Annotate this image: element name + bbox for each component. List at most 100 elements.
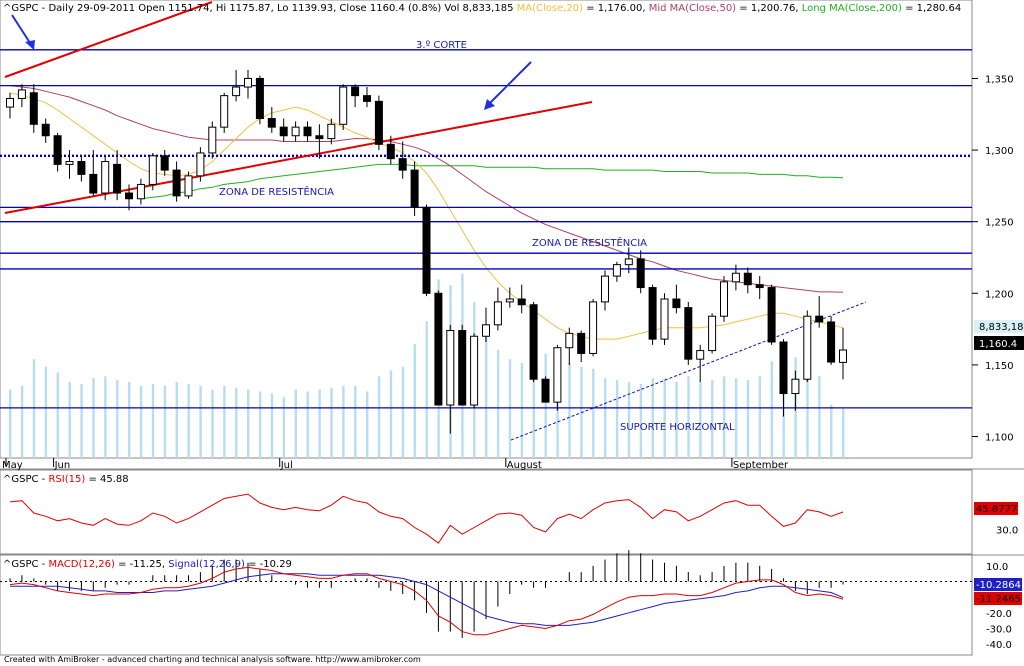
candle — [660, 293, 669, 345]
candle — [303, 121, 312, 142]
volume-value-box — [974, 320, 1024, 333]
candle — [505, 287, 514, 308]
candle — [434, 290, 443, 406]
candle — [767, 284, 776, 345]
volume-bar — [746, 380, 750, 458]
chart-header: ^GSPC - Daily 29-09-2011 Open 1151.74, H… — [3, 3, 961, 14]
volume-bar — [806, 363, 809, 458]
credit-text: Created with AmiBroker - advanced charti… — [4, 655, 421, 664]
candle — [470, 333, 479, 408]
volume-bar — [139, 385, 143, 458]
volume-bar — [485, 328, 488, 458]
signal-label: Signal(12,26,9) — [168, 559, 245, 570]
macd-last-box — [974, 592, 1022, 605]
volume-bar — [330, 387, 333, 458]
rsi-path — [9, 493, 844, 544]
volume-bar — [520, 363, 524, 458]
candle — [839, 327, 847, 380]
macd-lines — [0, 550, 972, 638]
header-ma50-value: = 1,200.76, — [739, 3, 798, 14]
volume-bar — [842, 408, 845, 458]
volume-bar — [20, 385, 24, 458]
volume-bar — [711, 380, 714, 458]
volume-bar — [270, 393, 274, 458]
annotation-support: SUPORTE HORIZONTAL — [620, 422, 735, 433]
rsi-pane-frame — [0, 469, 973, 555]
candle — [279, 118, 288, 142]
candle — [232, 69, 241, 102]
signal-path — [10, 573, 844, 626]
volume-bar — [592, 368, 595, 458]
header-ma200-label: MA(Close,200) — [829, 3, 902, 14]
volume-bar — [627, 382, 631, 458]
candle — [648, 284, 657, 345]
volume-bar — [92, 378, 95, 458]
volume-value-label: 8,833,185 — [979, 322, 1024, 333]
volume-bar — [258, 391, 262, 458]
candle — [612, 261, 621, 282]
candle — [517, 284, 526, 314]
candle — [6, 92, 14, 119]
price-tick-label: 1,150 — [985, 361, 1014, 372]
candle — [89, 150, 98, 196]
volume-bar — [199, 385, 202, 458]
candle — [17, 84, 26, 108]
candle — [482, 307, 490, 342]
candle — [577, 330, 586, 363]
candle — [743, 267, 752, 294]
volume-bar — [9, 389, 12, 458]
volume-bar — [223, 385, 226, 458]
candlesticks — [6, 69, 847, 434]
volume-bar — [508, 359, 512, 458]
header-ma200-value: = 1,280.64 — [905, 3, 961, 14]
macd-path — [9, 566, 844, 636]
candle — [29, 84, 38, 133]
signal-value: = -10.29 — [248, 559, 292, 570]
volume-bar — [366, 391, 369, 458]
candle — [815, 296, 824, 328]
rsi-line — [9, 493, 844, 544]
volume-bar — [235, 387, 238, 458]
volume-bar — [639, 383, 643, 458]
volume-bar — [723, 376, 726, 458]
rsi-last-box — [974, 502, 1018, 515]
x-tick-label: Jun — [54, 460, 71, 471]
candle — [458, 324, 467, 406]
candle — [386, 135, 395, 165]
macd-tick-label: -30.0 — [986, 625, 1012, 636]
x-axis: May Jun Jul August September — [2, 458, 789, 471]
rsi-last-label: 45.8777 — [976, 504, 1017, 515]
candle — [77, 155, 86, 182]
volume-bar — [32, 359, 36, 458]
candle — [327, 118, 336, 145]
volume-bar — [342, 385, 345, 458]
volume-bar — [187, 383, 190, 458]
volume-bar — [675, 382, 678, 458]
candle — [136, 178, 145, 205]
candle — [589, 299, 598, 357]
candle — [398, 141, 407, 179]
ma50-line — [9, 85, 844, 293]
candle — [148, 152, 157, 191]
price-tick-label: 1,200 — [985, 289, 1014, 300]
volume-bar — [389, 370, 393, 458]
x-tick-label: August — [507, 460, 542, 471]
rsi-label: RSI(15) — [48, 474, 85, 485]
candle — [291, 121, 300, 142]
header-info: Daily 29-09-2011 Open 1151.74, Hi 1175.8… — [48, 3, 513, 14]
volume-bar — [818, 376, 821, 458]
volume-bar — [68, 382, 71, 458]
header-symbol: ^GSPC — [3, 3, 39, 14]
volume-bar — [116, 380, 119, 458]
rsi-tick-label: 30.0 — [996, 526, 1018, 537]
candle — [422, 204, 431, 297]
candle — [184, 171, 193, 199]
trendline-lower-red — [4, 101, 593, 214]
candle — [720, 276, 728, 322]
volume-bar — [151, 383, 155, 458]
candle — [410, 161, 419, 216]
volume-bar — [56, 372, 59, 458]
candle — [624, 247, 633, 274]
header-ma50-prefix: Mid — [649, 3, 667, 14]
header-ma20-value: = 1,176.00, — [586, 3, 645, 14]
